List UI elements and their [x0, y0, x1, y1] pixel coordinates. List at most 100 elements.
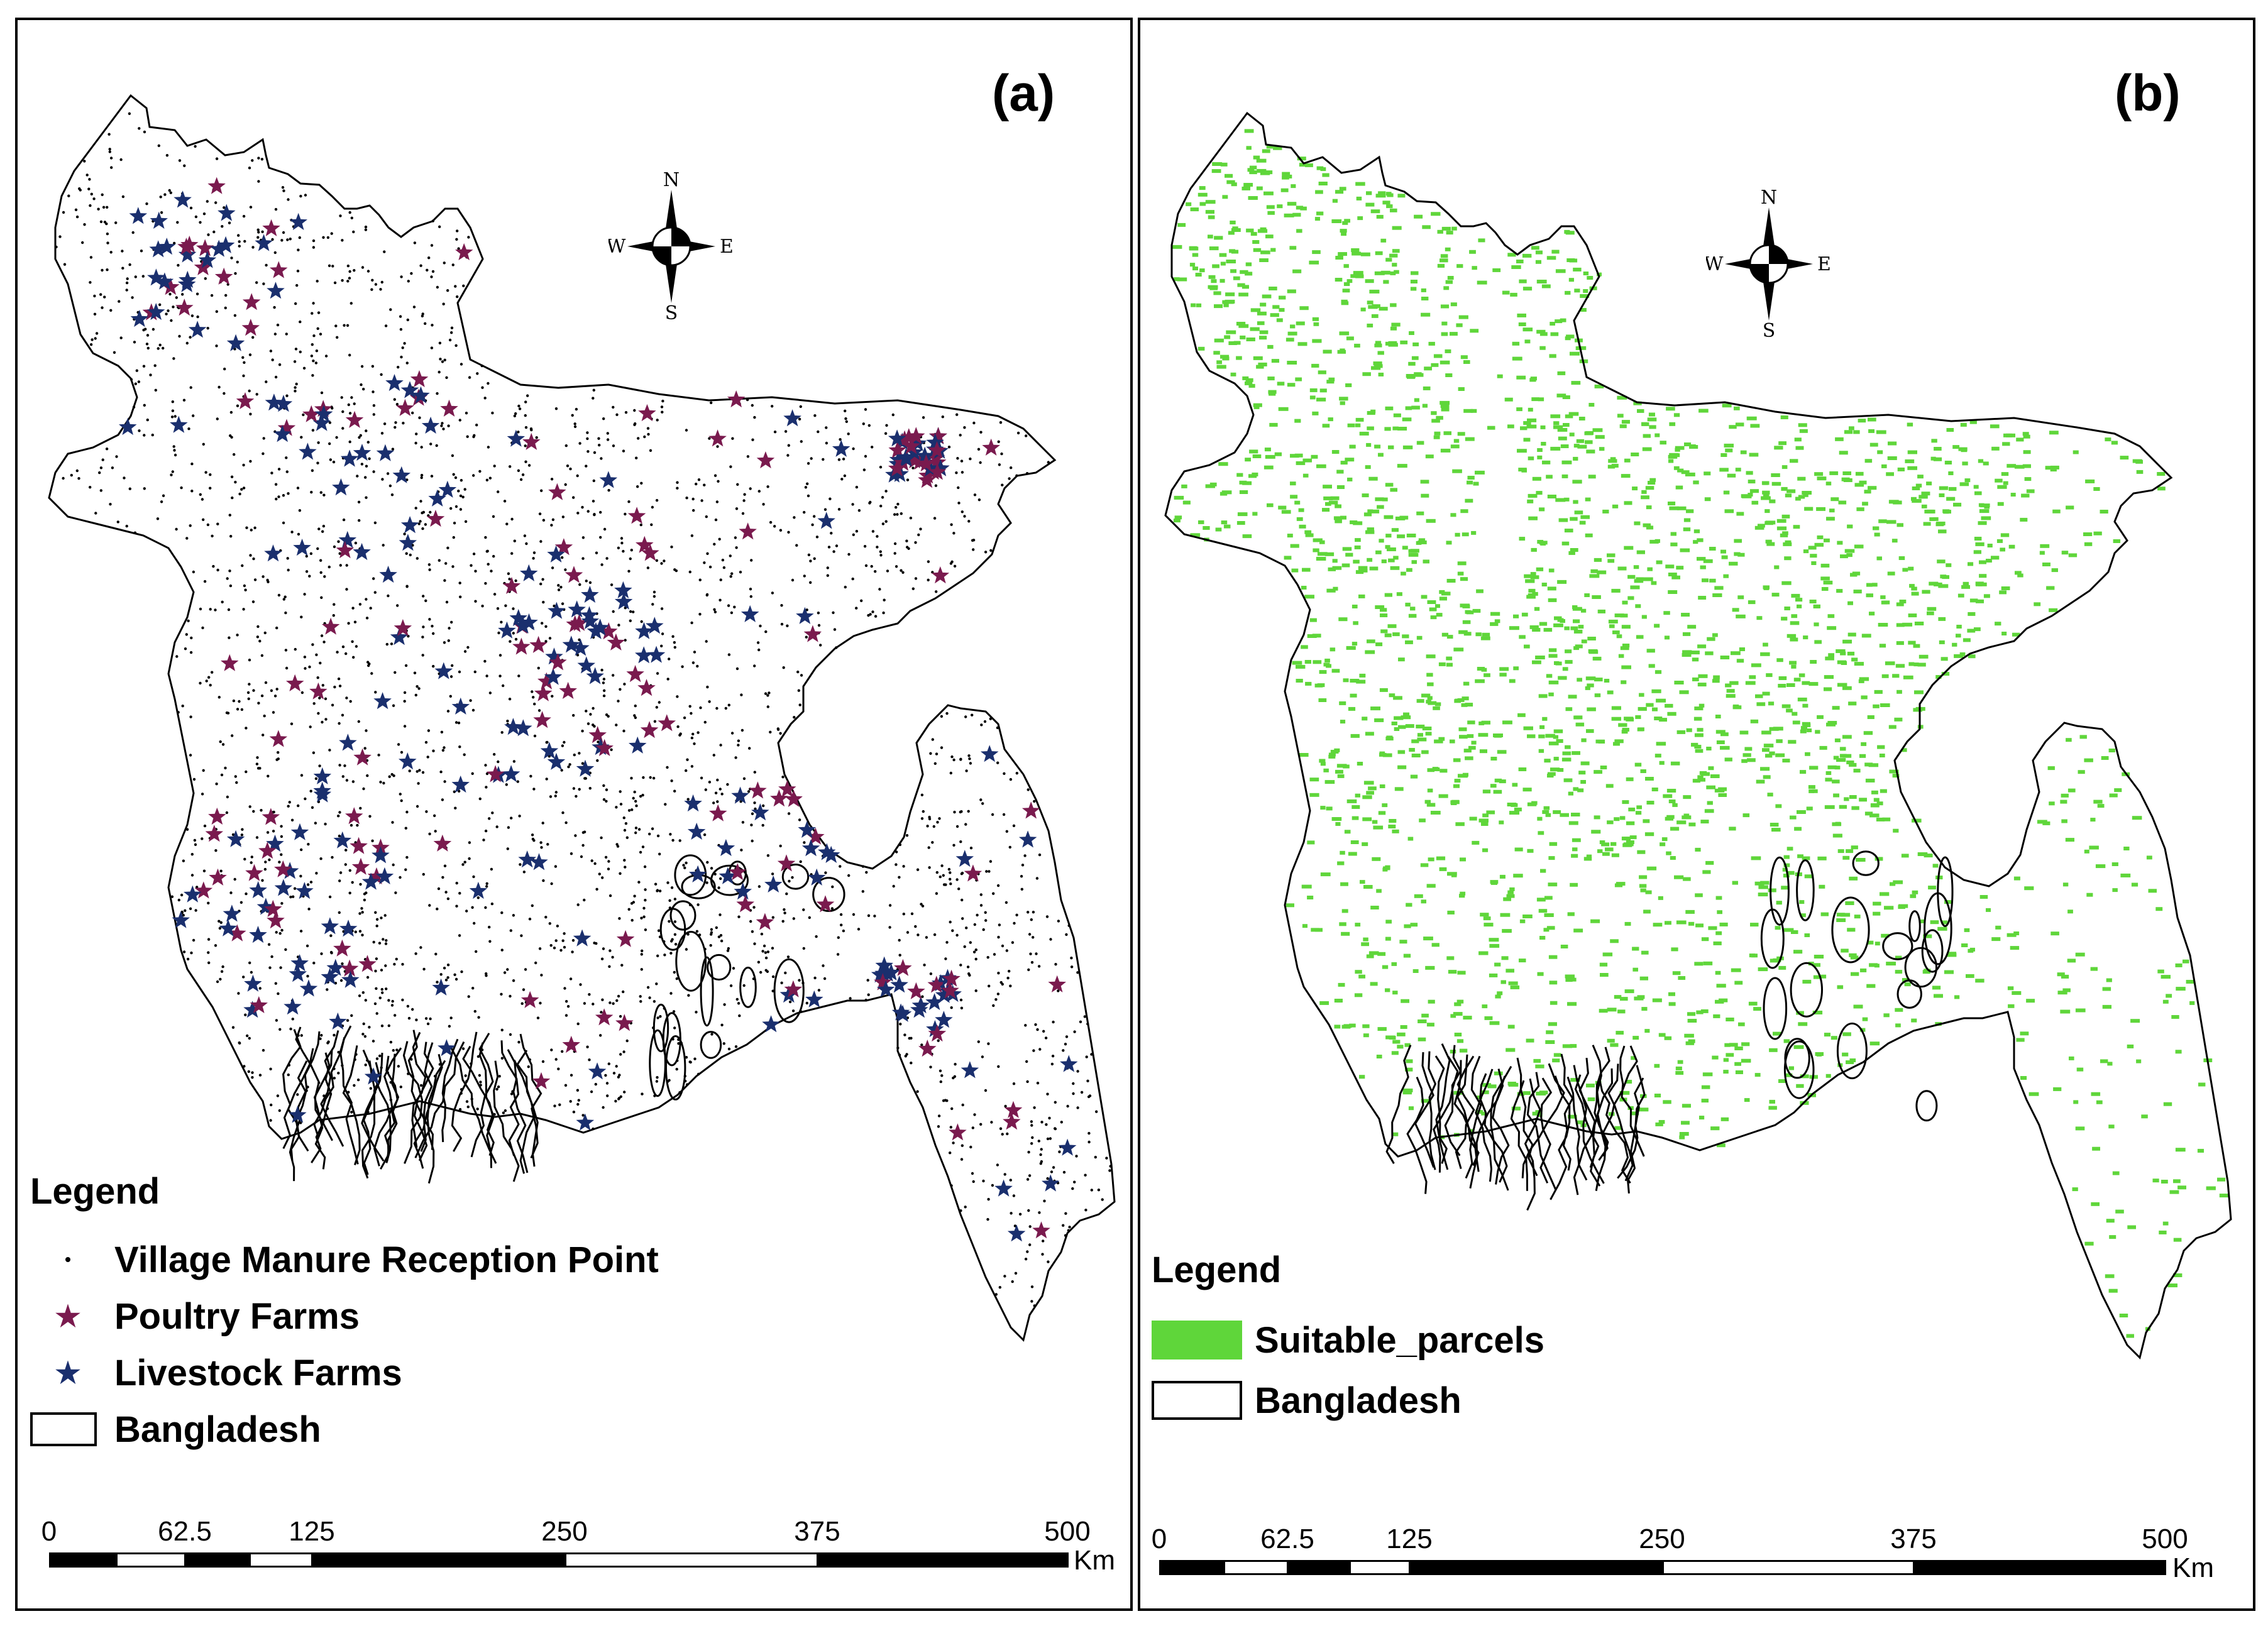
livestock-farm-marker — [353, 444, 372, 461]
suitable-parcel — [1621, 837, 1631, 841]
suitable-parcel — [1956, 634, 1961, 638]
village-point — [269, 1067, 272, 1071]
village-point — [204, 277, 207, 280]
suitable-parcel — [1223, 524, 1231, 529]
village-point — [1020, 875, 1023, 878]
village-point — [1024, 1024, 1027, 1027]
suitable-parcel — [1568, 551, 1575, 555]
village-point — [661, 410, 664, 414]
village-point — [317, 711, 320, 715]
village-point — [267, 580, 270, 583]
livestock-farm-marker — [580, 606, 598, 623]
village-point — [381, 478, 384, 481]
livestock-farm-marker — [340, 449, 359, 467]
suitable-parcel — [1873, 704, 1880, 708]
livestock-farm-marker — [740, 605, 759, 622]
village-point — [390, 1004, 394, 1007]
village-point — [206, 523, 210, 527]
village-point — [348, 891, 351, 895]
suitable-parcel — [1610, 939, 1619, 943]
suitable-parcel — [1872, 583, 1878, 587]
suitable-parcel — [1812, 1011, 1823, 1014]
suitable-parcel — [2120, 456, 2129, 460]
suitable-parcel — [1724, 509, 1734, 514]
suitable-parcel — [1873, 911, 1881, 916]
suitable-parcel — [1587, 707, 1596, 711]
suitable-parcel — [1355, 417, 1364, 422]
village-point — [142, 365, 146, 368]
suitable-parcel — [1536, 280, 1547, 283]
suitable-parcel — [1824, 687, 1832, 691]
village-point — [309, 725, 312, 728]
suitable-parcel — [1886, 962, 1896, 966]
village-point — [304, 797, 307, 801]
village-point — [463, 650, 467, 653]
livestock-farm-marker — [547, 545, 565, 563]
suitable-parcel — [1270, 313, 1279, 317]
village-point — [571, 414, 574, 417]
poultry-farm-marker — [537, 672, 556, 689]
village-point — [234, 272, 237, 275]
village-point — [822, 458, 825, 461]
village-point — [326, 1041, 329, 1045]
compass-s: S — [665, 302, 678, 322]
suitable-parcel — [1626, 777, 1634, 781]
village-point — [959, 998, 963, 1002]
village-point — [517, 1040, 520, 1044]
village-point — [634, 799, 637, 803]
suitable-parcel — [1418, 1037, 1426, 1041]
village-point — [175, 655, 179, 658]
suitable-parcel — [1340, 229, 1347, 233]
livestock-farm-marker — [931, 459, 950, 476]
village-point — [655, 559, 659, 562]
suitable-parcel — [1438, 662, 1446, 666]
village-point — [344, 849, 348, 852]
village-point — [217, 696, 221, 699]
village-point — [307, 908, 311, 911]
livestock-farm-marker — [428, 489, 446, 507]
suitable-parcel — [2007, 986, 2014, 991]
suitable-parcel — [1645, 890, 1652, 894]
poultry-farm-marker — [905, 451, 924, 469]
village-point — [224, 766, 227, 770]
village-point — [564, 1014, 568, 1017]
village-point — [62, 211, 65, 214]
village-point — [458, 1107, 462, 1111]
suitable-parcel — [1849, 1058, 1856, 1062]
suitable-parcel — [1931, 439, 1937, 443]
suitable-parcel — [1640, 888, 1646, 893]
village-point — [687, 994, 690, 997]
suitable-parcel — [1570, 548, 1578, 552]
village-point — [710, 928, 713, 931]
village-point — [278, 363, 282, 366]
village-point — [339, 871, 343, 874]
suitable-parcel — [1385, 937, 1391, 941]
poultry-farm-marker — [964, 864, 983, 882]
village-point — [867, 613, 870, 617]
village-point — [651, 827, 654, 830]
village-point — [748, 747, 751, 750]
suitable-parcel — [1824, 1033, 1830, 1037]
village-point — [866, 979, 869, 982]
suitable-parcel — [2163, 1102, 2172, 1106]
suitable-parcel — [1781, 581, 1792, 585]
suitable-parcel — [1591, 830, 1601, 834]
village-point — [1026, 1080, 1029, 1084]
legend-item-livestock: ★ Livestock Farms — [55, 1352, 402, 1393]
village-point — [309, 881, 313, 884]
village-point — [1072, 1092, 1075, 1096]
suitable-parcel — [1701, 937, 1709, 942]
village-point — [1008, 845, 1012, 849]
village-point — [234, 480, 237, 484]
suitable-parcel — [2069, 1056, 2074, 1060]
village-point — [935, 892, 939, 895]
poultry-farm-marker — [241, 319, 260, 336]
village-point — [369, 607, 372, 610]
livestock-farm-marker — [173, 190, 192, 208]
village-point — [860, 599, 863, 602]
livestock-farm-marker — [373, 692, 392, 710]
livestock-farm-marker — [146, 303, 165, 321]
suitable-parcel — [1848, 701, 1857, 706]
suitable-parcel — [2130, 1019, 2140, 1023]
village-point — [1000, 452, 1003, 456]
